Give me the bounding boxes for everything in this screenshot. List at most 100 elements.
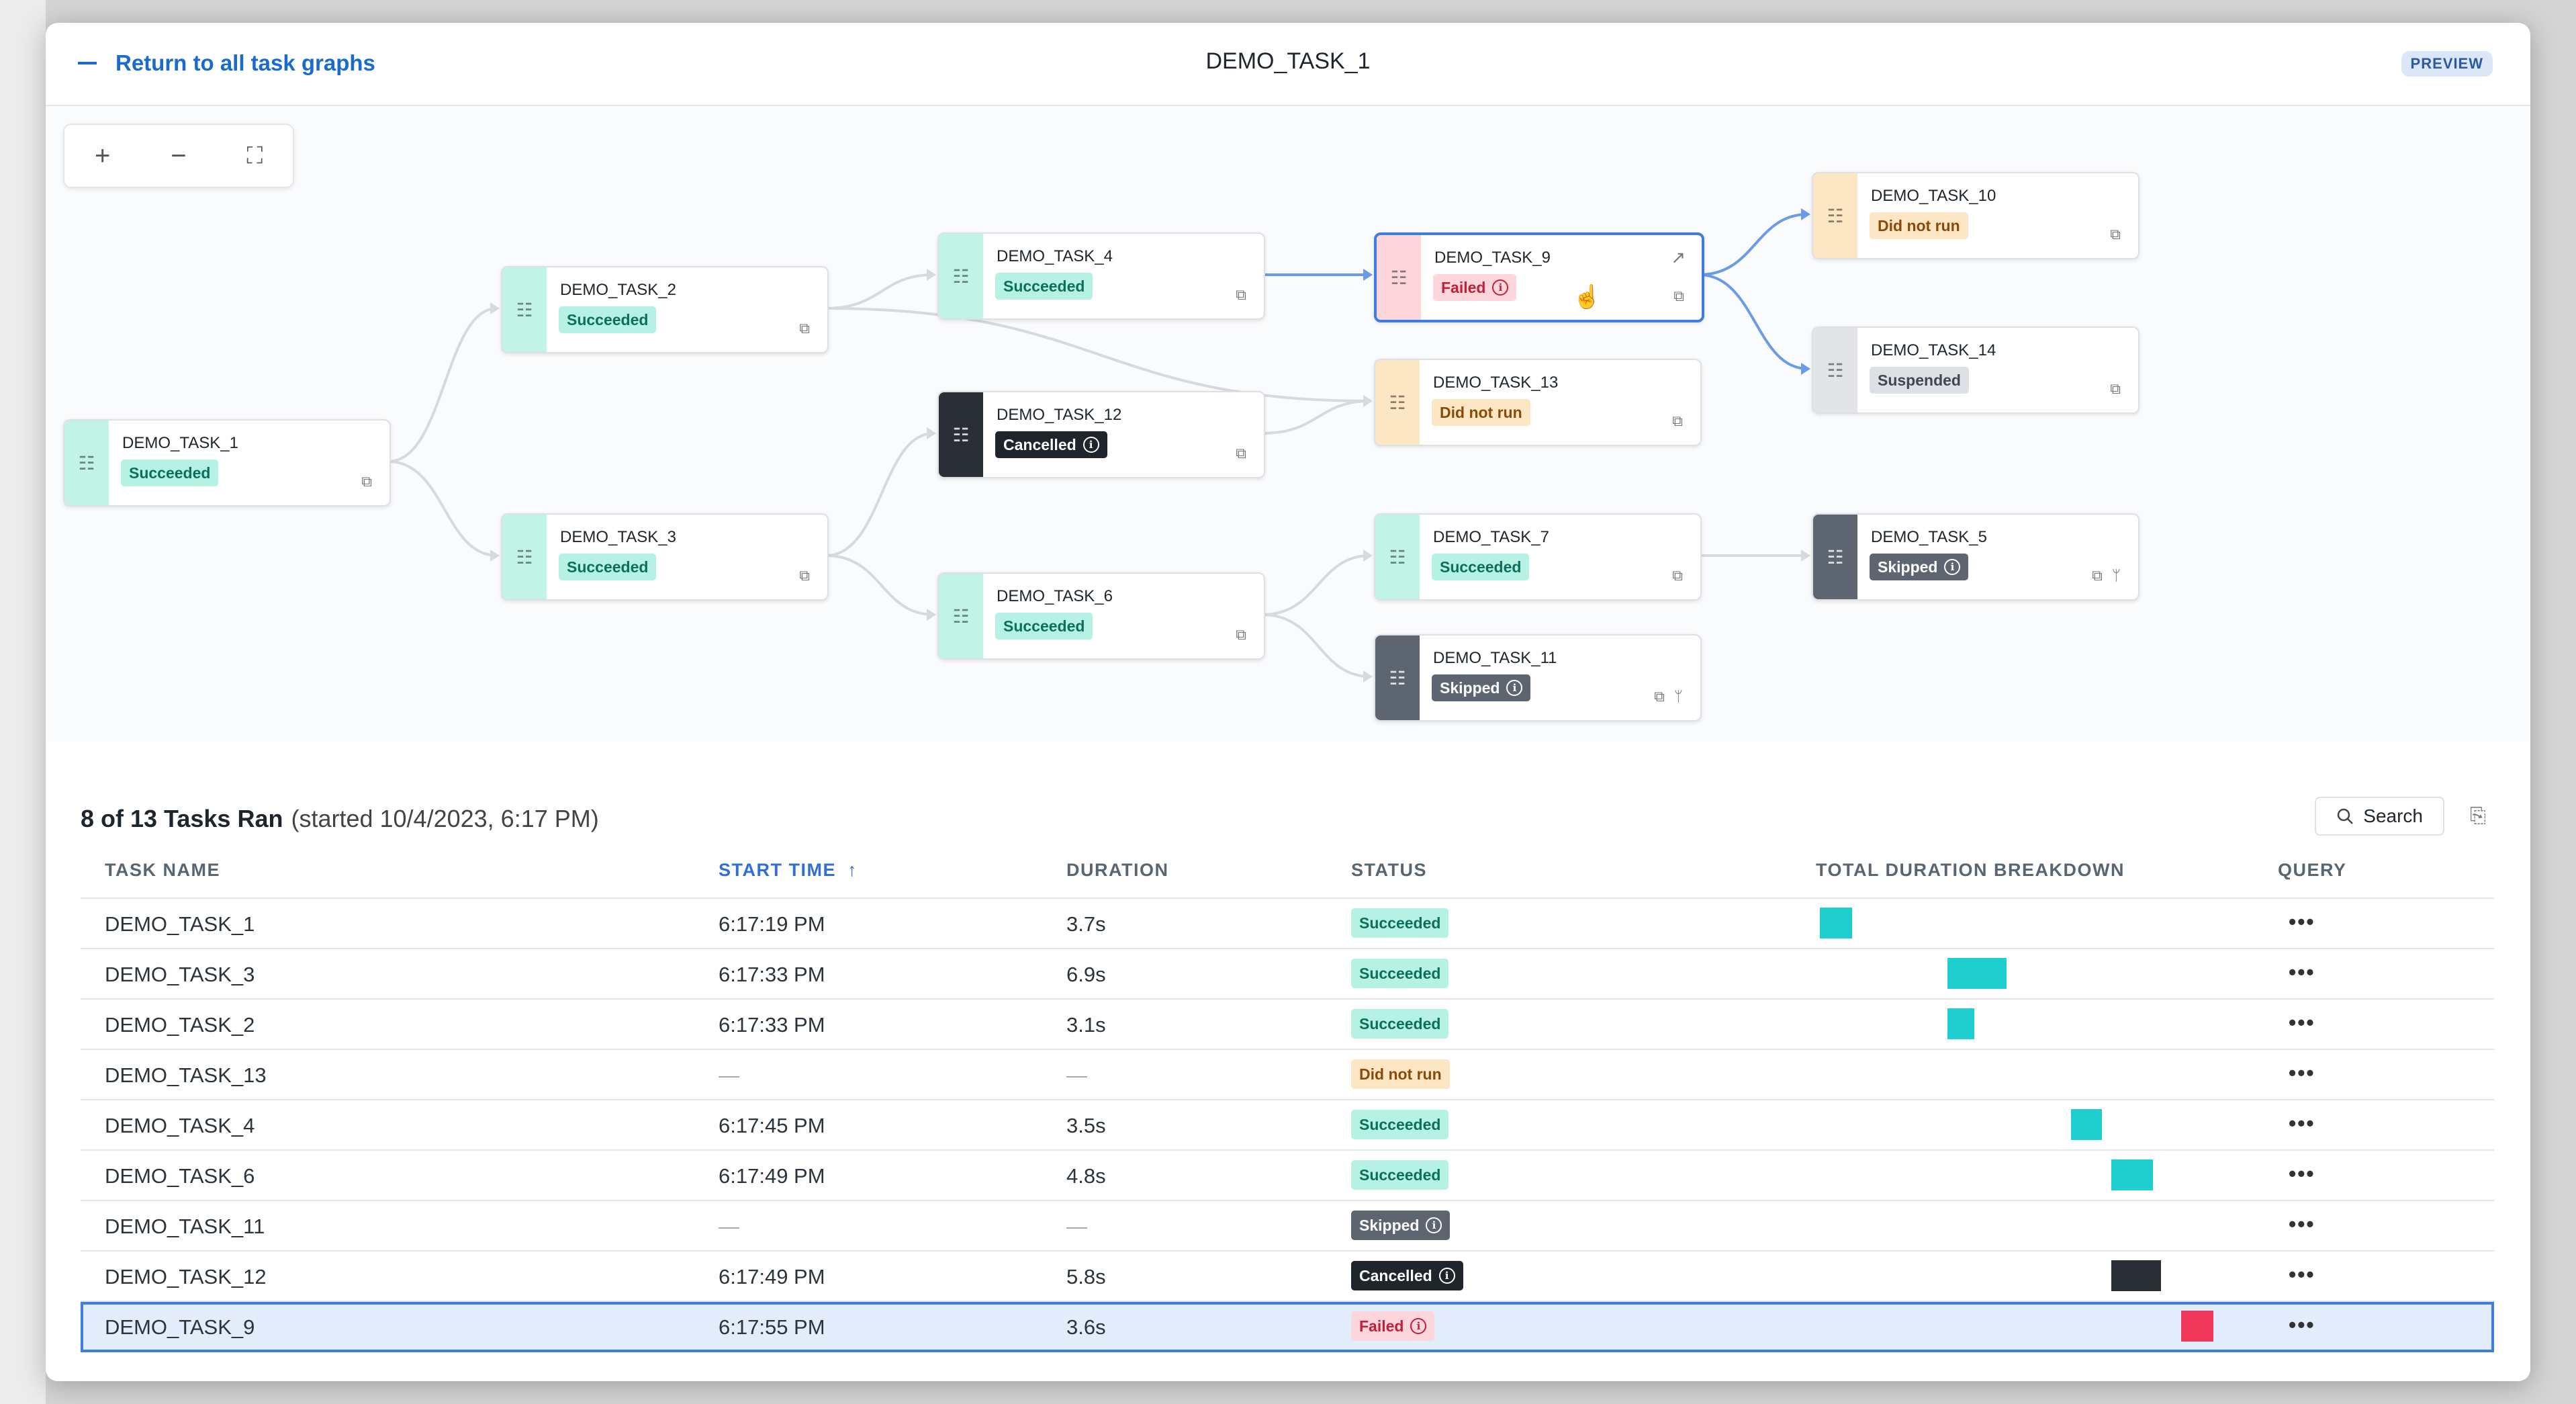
- info-icon[interactable]: i: [1506, 680, 1523, 696]
- info-icon[interactable]: i: [1426, 1217, 1442, 1233]
- query-history-icon[interactable]: ⧉: [1236, 626, 1246, 643]
- table-row[interactable]: DEMO_TASK_3 6:17:33 PM 6.9s Succeeded ••…: [81, 949, 2494, 1000]
- node-actions: ⧉ ᛘ: [1654, 688, 1683, 705]
- graph-node-demo-task-2[interactable]: ☷ DEMO_TASK_2 Succeeded ⧉: [501, 266, 829, 353]
- query-more-button[interactable]: •••: [2289, 1111, 2315, 1135]
- query-history-icon[interactable]: ⧉: [361, 473, 372, 490]
- table-row[interactable]: DEMO_TASK_13 — — Did not run •••: [81, 1050, 2494, 1100]
- query-history-icon[interactable]: ⧉: [1654, 688, 1665, 705]
- graph-node-demo-task-4[interactable]: ☷ DEMO_TASK_4 Succeeded ⧉: [937, 232, 1265, 320]
- info-icon[interactable]: i: [1410, 1318, 1427, 1334]
- table-row[interactable]: DEMO_TASK_4 6:17:45 PM 3.5s Succeeded ••…: [81, 1100, 2494, 1151]
- status-badge-skipped: Skipped i: [1870, 554, 1969, 580]
- status-label: Succeeded: [567, 310, 649, 328]
- node-actions: ⧉: [2110, 226, 2121, 243]
- query-more-button[interactable]: •••: [2289, 1061, 2315, 1085]
- zoom-in-icon[interactable]: +: [94, 141, 111, 171]
- query-history-icon[interactable]: ⧉: [1673, 288, 1684, 304]
- duration-breakdown-bar[interactable]: [2111, 1260, 2161, 1291]
- graph-node-demo-task-5[interactable]: ☷ DEMO_TASK_5 Skipped i ⧉ ᛘ: [1812, 513, 2140, 601]
- edge-arrowhead: [1363, 670, 1373, 683]
- fit-to-screen-icon[interactable]: ⛶: [246, 143, 263, 169]
- query-more-button[interactable]: •••: [2289, 960, 2315, 984]
- graph-node-demo-task-9[interactable]: ☷ DEMO_TASK_9 Failed i ⧉ ↗: [1374, 232, 1704, 322]
- graph-node-demo-task-11[interactable]: ☷ DEMO_TASK_11 Skipped i ⧉ ᛘ: [1374, 634, 1702, 721]
- query-more-button[interactable]: •••: [2289, 1313, 2315, 1337]
- col-start-time[interactable]: START TIME ↑: [719, 860, 858, 881]
- query-history-icon[interactable]: ⧉: [2110, 226, 2121, 243]
- table-header: TASK NAME START TIME ↑ DURATION STATUS T…: [81, 844, 2494, 899]
- zoom-out-icon[interactable]: −: [171, 141, 187, 171]
- graph-node-demo-task-6[interactable]: ☷ DEMO_TASK_6 Succeeded ⧉: [937, 572, 1265, 660]
- duration-breakdown-bar[interactable]: [2111, 1159, 2153, 1190]
- duration-breakdown-bar[interactable]: [2071, 1109, 2102, 1140]
- table-row[interactable]: DEMO_TASK_12 6:17:49 PM 5.8s Cancelled i …: [81, 1252, 2494, 1302]
- query-history-icon[interactable]: ⧉: [2092, 567, 2103, 584]
- duration-breakdown-bar[interactable]: [1947, 958, 2007, 989]
- table-body: DEMO_TASK_1 6:17:19 PM 3.7s Succeeded ••…: [81, 899, 2494, 1352]
- query-more-button[interactable]: •••: [2289, 1212, 2315, 1236]
- status-label: Skipped: [1359, 1216, 1420, 1234]
- table-row[interactable]: DEMO_TASK_6 6:17:49 PM 4.8s Succeeded ••…: [81, 1151, 2494, 1201]
- runs-started: (started 10/4/2023, 6:17 PM): [291, 805, 599, 832]
- cell-duration: 3.1s: [1066, 1013, 1106, 1037]
- task-type-icon: ☷: [939, 574, 983, 658]
- branch-icon[interactable]: ᛘ: [1673, 688, 1683, 705]
- duration-breakdown-bar[interactable]: [2181, 1311, 2213, 1342]
- minus-icon: [78, 62, 97, 64]
- status-badge-succeeded: Succeeded: [1351, 1009, 1449, 1039]
- query-history-icon[interactable]: ⧉: [2110, 380, 2121, 397]
- col-status[interactable]: STATUS: [1351, 860, 1427, 880]
- runs-summary: 8 of 13 Tasks Ran (started 10/4/2023, 6:1…: [81, 805, 599, 833]
- return-to-task-graphs-link[interactable]: Return to all task graphs: [78, 46, 375, 81]
- graph-node-demo-task-13[interactable]: ☷ DEMO_TASK_13 Did not run ⧉: [1374, 359, 1702, 446]
- info-icon[interactable]: i: [1492, 279, 1509, 296]
- query-more-button[interactable]: •••: [2289, 1010, 2315, 1035]
- info-icon[interactable]: i: [1438, 1268, 1455, 1284]
- table-row[interactable]: DEMO_TASK_2 6:17:33 PM 3.1s Succeeded ••…: [81, 1000, 2494, 1050]
- task-graph-canvas[interactable]: + − ⛶ ☷ DEMO_TASK_1 Succeeded ⧉ ☷ DEMO_T…: [46, 106, 2530, 742]
- search-button[interactable]: Search: [2315, 797, 2444, 836]
- query-history-icon[interactable]: ⧉: [1236, 445, 1246, 462]
- cell-duration: 5.8s: [1066, 1265, 1106, 1288]
- col-duration[interactable]: DURATION: [1066, 860, 1169, 880]
- table-row[interactable]: DEMO_TASK_9 6:17:55 PM 3.6s Failed i •••: [81, 1302, 2494, 1352]
- info-icon[interactable]: i: [1083, 437, 1099, 453]
- task-type-icon: ☷: [1813, 328, 1857, 412]
- graph-node-demo-task-12[interactable]: ☷ DEMO_TASK_12 Cancelled i ⧉: [937, 391, 1265, 478]
- node-task-name: DEMO_TASK_11: [1433, 649, 1557, 667]
- task-graph-modal: Return to all task graphs DEMO_TASK_1 PR…: [46, 23, 2530, 1381]
- open-external-icon[interactable]: ↗: [1671, 247, 1686, 267]
- search-label: Search: [2363, 805, 2423, 826]
- graph-node-demo-task-14[interactable]: ☷ DEMO_TASK_14 Suspended ⧉: [1812, 326, 2140, 414]
- task-type-icon: ☷: [64, 421, 109, 505]
- query-more-button[interactable]: •••: [2289, 1161, 2315, 1186]
- query-history-icon[interactable]: ⧉: [1672, 567, 1683, 584]
- duration-breakdown-bar[interactable]: [1947, 1008, 1974, 1039]
- copy-export-icon[interactable]: ⎘: [2470, 805, 2486, 827]
- query-more-button[interactable]: •••: [2289, 1262, 2315, 1286]
- edge-arrowhead: [1363, 550, 1373, 562]
- query-history-icon[interactable]: ⧉: [1236, 286, 1246, 303]
- graph-node-demo-task-10[interactable]: ☷ DEMO_TASK_10 Did not run ⧉: [1812, 172, 2140, 259]
- cell-task-name: DEMO_TASK_9: [105, 1315, 255, 1339]
- status-badge-succeeded: Succeeded: [121, 459, 219, 486]
- col-task-name[interactable]: TASK NAME: [105, 860, 220, 880]
- duration-breakdown-bar[interactable]: [1820, 908, 1852, 938]
- graph-node-demo-task-3[interactable]: ☷ DEMO_TASK_3 Succeeded ⧉: [501, 513, 829, 601]
- info-icon[interactable]: i: [1944, 559, 1961, 575]
- query-history-icon[interactable]: ⧉: [1672, 412, 1683, 429]
- node-task-name: DEMO_TASK_10: [1871, 187, 1996, 205]
- table-row[interactable]: DEMO_TASK_11 — — Skipped i •••: [81, 1201, 2494, 1252]
- table-row[interactable]: DEMO_TASK_1 6:17:19 PM 3.7s Succeeded ••…: [81, 899, 2494, 949]
- cell-task-name: DEMO_TASK_12: [105, 1265, 267, 1288]
- query-history-icon[interactable]: ⧉: [799, 320, 810, 337]
- query-history-icon[interactable]: ⧉: [799, 567, 810, 584]
- graph-node-demo-task-7[interactable]: ☷ DEMO_TASK_7 Succeeded ⧉: [1374, 513, 1702, 601]
- graph-node-demo-task-1[interactable]: ☷ DEMO_TASK_1 Succeeded ⧉: [63, 419, 391, 507]
- query-more-button[interactable]: •••: [2289, 910, 2315, 934]
- edge-arrowhead: [1801, 363, 1810, 375]
- status-label: Cancelled: [1003, 435, 1076, 453]
- status-label: Skipped: [1440, 678, 1500, 697]
- branch-icon[interactable]: ᛘ: [2111, 567, 2121, 584]
